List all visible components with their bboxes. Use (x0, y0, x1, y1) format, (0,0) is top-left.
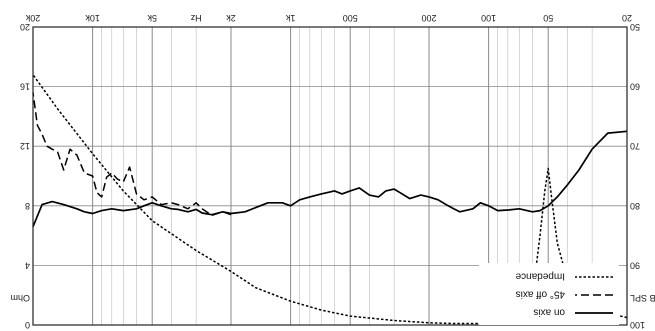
plot-border (32, 26, 628, 326)
y-right-tick-label: 0 (25, 320, 30, 330)
x-tick-label: 10k (85, 13, 100, 23)
x-tick-label: 200 (421, 13, 436, 23)
series-45-off-axis-line (32, 92, 232, 217)
series-on-axis-line (32, 130, 628, 228)
y-right-tick-label: 16 (20, 82, 30, 92)
y-right-tick-label: 12 (20, 141, 30, 151)
legend-background (479, 263, 619, 325)
legend-label: 45° off axis (516, 289, 565, 300)
y-right-axis-label: Ohm (10, 293, 30, 303)
legend: on axis 45° off axis Impedance (479, 263, 619, 325)
legend-label: on axis (533, 307, 565, 318)
y-left-tick-label: 50 (630, 22, 640, 32)
plot-frame (32, 26, 628, 326)
y-right-tick-label: 4 (25, 260, 30, 270)
tick-labels: 20501002005001k2kHz5k10k20k5060708090100… (10, 13, 655, 330)
legend-label: Impedance (515, 271, 565, 282)
x-tick-label: 20 (622, 13, 632, 23)
x-tick-label: 2k (226, 13, 236, 23)
x-tick-label: 1k (285, 13, 295, 23)
series-layer (32, 74, 628, 325)
y-left-tick-label: 60 (630, 82, 640, 92)
series-impedance-line (32, 74, 628, 325)
y-left-tick-label: 80 (630, 201, 640, 211)
y-left-tick-label: 100 (630, 320, 645, 330)
y-left-tick-label: 70 (630, 141, 640, 151)
x-tick-label: Hz (190, 13, 201, 23)
y-left-axis-label: dB SPL (630, 293, 655, 303)
x-tick-label: 50 (543, 13, 553, 23)
y-right-tick-label: 20 (20, 22, 30, 32)
x-tick-label: 5k (147, 13, 157, 23)
x-tick-label: 100 (481, 13, 496, 23)
y-left-tick-label: 90 (630, 260, 640, 270)
x-tick-label: 500 (343, 13, 358, 23)
x-tick-label: 20k (25, 13, 40, 23)
chart-body: 20501002005001k2kHz5k10k20k5060708090100… (10, 13, 655, 330)
y-right-tick-label: 8 (25, 201, 30, 211)
